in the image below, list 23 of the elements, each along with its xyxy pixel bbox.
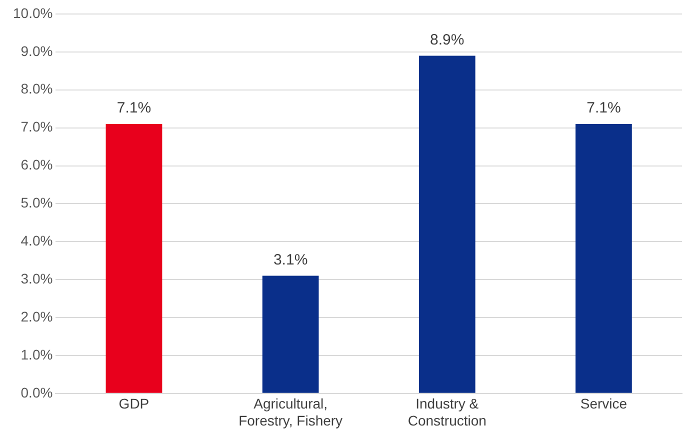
bar <box>262 276 319 393</box>
bar <box>106 124 162 393</box>
y-tick-label: 2.0% <box>20 308 53 324</box>
y-tick-label: 5.0% <box>20 194 53 211</box>
data-label: 3.1% <box>273 251 308 268</box>
bar <box>418 56 476 393</box>
y-tick-label: 4.0% <box>20 232 53 248</box>
data-label: 7.1% <box>586 100 621 117</box>
data-label: 8.9% <box>430 31 464 48</box>
y-tick-label: 9.0% <box>20 42 53 59</box>
y-tick-label: 7.0% <box>20 118 53 135</box>
y-tick-label: 0.0% <box>20 384 53 400</box>
x-tick-label: Agricultural, Forestry, Fishery <box>238 396 343 428</box>
y-tick-label: 6.0% <box>20 156 53 173</box>
x-tick-label: Service <box>580 396 628 412</box>
x-tick-label: Industry & Construction <box>408 396 486 428</box>
data-label: 7.1% <box>116 100 152 117</box>
y-tick-label: 8.0% <box>20 80 53 97</box>
y-tick-label: 1.0% <box>20 346 53 362</box>
y-tick-label: 10.0% <box>12 4 53 21</box>
bar <box>576 124 632 393</box>
x-tick-label: GDP <box>118 396 150 412</box>
y-tick-label: 3.0% <box>20 270 53 286</box>
